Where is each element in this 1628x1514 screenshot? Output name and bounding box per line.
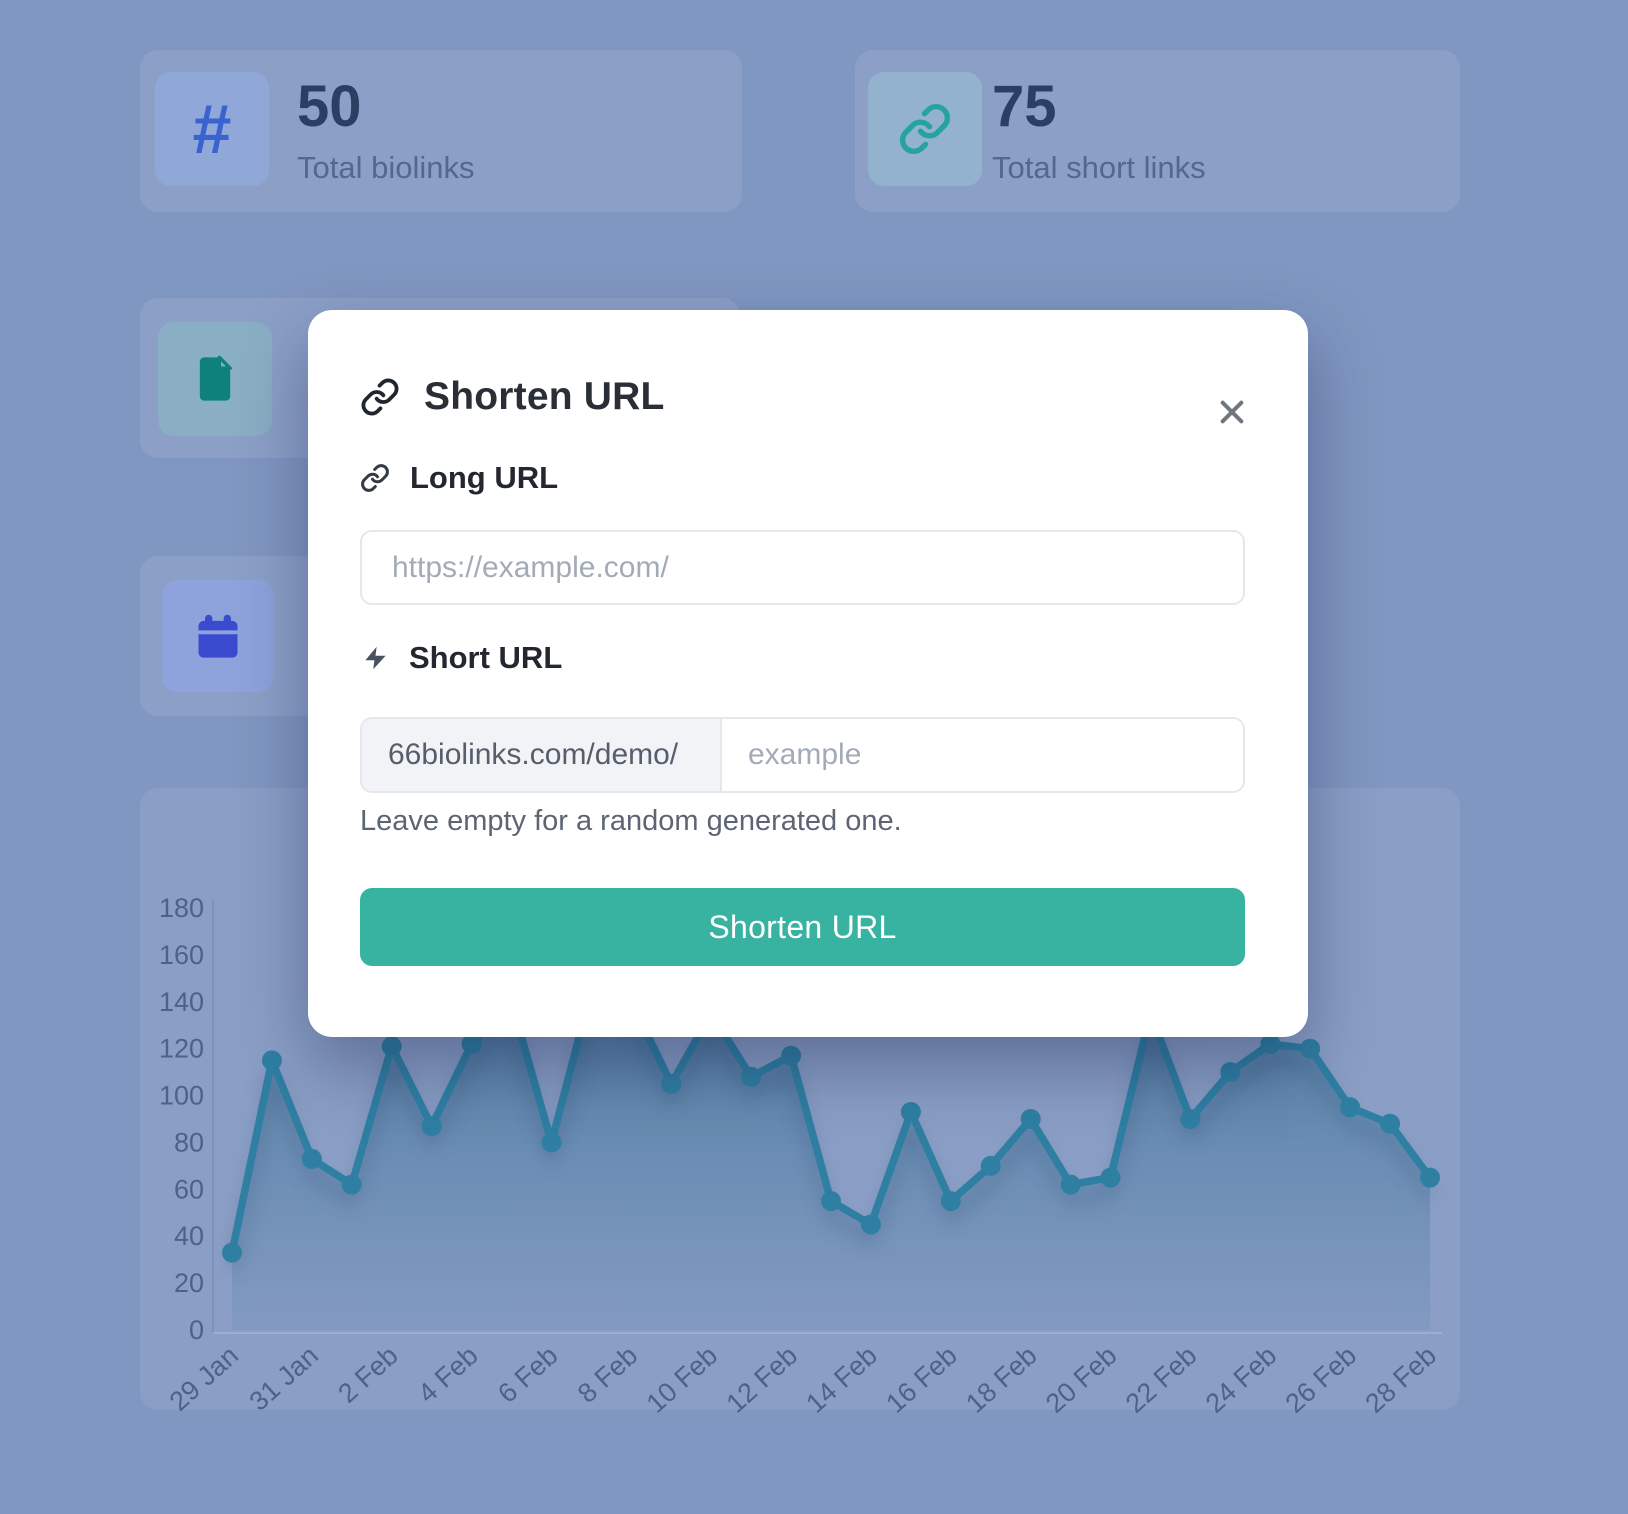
hashtag-icon: # [155, 72, 269, 186]
document-icon [158, 322, 272, 436]
close-icon[interactable] [1208, 388, 1256, 436]
short-url-helper-text: Leave empty for a random generated one. [360, 805, 902, 837]
total-short-links-label: Total short links [992, 150, 1206, 185]
shorten-url-modal: Shorten URL Long URL Short URL 66biolink… [308, 310, 1308, 1037]
shorten-url-button[interactable]: Shorten URL [360, 888, 1245, 966]
link-icon [360, 377, 400, 417]
short-url-input[interactable] [722, 719, 1243, 791]
total-biolinks-label: Total biolinks [297, 150, 475, 185]
total-biolinks-value: 50 [297, 74, 362, 139]
link-icon [868, 72, 982, 186]
long-url-label: Long URL [410, 460, 559, 495]
short-url-input-group: 66biolinks.com/demo/ [360, 717, 1245, 793]
total-short-links-value: 75 [992, 74, 1057, 139]
stat-card-biolinks: # 50 Total biolinks [140, 50, 742, 212]
short-url-label: Short URL [409, 640, 563, 675]
short-url-prefix: 66biolinks.com/demo/ [362, 719, 722, 791]
stat-card-short-links: 75 Total short links [855, 50, 1460, 212]
link-icon [360, 463, 390, 493]
long-url-input[interactable] [360, 530, 1245, 605]
lightning-icon [362, 643, 389, 673]
calendar-icon [162, 580, 274, 692]
modal-title: Shorten URL [424, 375, 665, 418]
